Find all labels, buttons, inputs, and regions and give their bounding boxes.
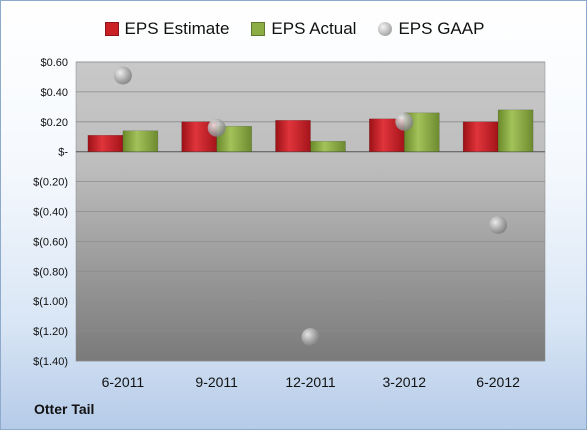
legend-swatch-actual — [251, 22, 266, 36]
x-axis-ticks: 6-2011 9-2011 12-2011 3-2012 6-2012 — [102, 374, 520, 390]
y-tick-label: $0.60 — [40, 57, 68, 69]
y-tick-label: $(1.00) — [33, 296, 68, 308]
bars — [87, 109, 534, 152]
gaap-marker — [395, 112, 414, 131]
x-tick-label: 6-2012 — [476, 374, 520, 390]
y-tick-label: $(1.40) — [33, 356, 68, 368]
gaap-marker — [301, 328, 320, 347]
y-tick-label: $0.20 — [40, 117, 68, 129]
legend-label-estimate: EPS Estimate — [124, 19, 230, 38]
legend: EPS Estimate EPS Actual EPS GAAP — [1, 15, 587, 43]
y-tick-label: $- — [58, 147, 68, 159]
legend-item-actual: EPS Actual — [251, 19, 356, 39]
gaap-marker — [489, 215, 508, 234]
legend-label-gaap: EPS GAAP — [398, 19, 485, 38]
estimate-bar — [275, 120, 311, 152]
legend-label-actual: EPS Actual — [271, 19, 357, 38]
legend-item-gaap: EPS GAAP — [378, 19, 484, 39]
y-axis-ticks: $0.60 $0.40 $0.20 $- $(0.20) $(0.40) $(0.60) $(… — [33, 57, 68, 368]
y-tick-label: $(0.20) — [33, 177, 68, 189]
estimate-bar — [462, 121, 499, 152]
x-tick-label: 12-2011 — [285, 374, 336, 390]
x-tick-label: 6-2011 — [102, 374, 145, 390]
y-tick-label: $(0.60) — [33, 236, 68, 248]
estimate-bar — [87, 135, 124, 152]
x-tick-label: 3-2012 — [383, 374, 427, 390]
legend-swatch-estimate — [104, 22, 119, 36]
actual-bar — [122, 130, 159, 152]
actual-bar — [497, 109, 534, 152]
legend-swatch-gaap — [378, 22, 393, 36]
x-tick-label: 9-2011 — [195, 374, 238, 390]
actual-bar — [310, 140, 346, 152]
gaap-marker — [113, 66, 132, 85]
legend-item-estimate: EPS Estimate — [104, 19, 230, 39]
y-tick-label: $(0.40) — [33, 207, 68, 219]
gaap-markers — [113, 66, 508, 347]
company-name: Otter Tail — [34, 401, 95, 417]
y-tick-label: $(0.80) — [33, 266, 68, 278]
gaap-marker — [207, 118, 226, 137]
y-tick-label: $0.40 — [40, 87, 68, 99]
y-tick-label: $(1.20) — [33, 326, 68, 338]
